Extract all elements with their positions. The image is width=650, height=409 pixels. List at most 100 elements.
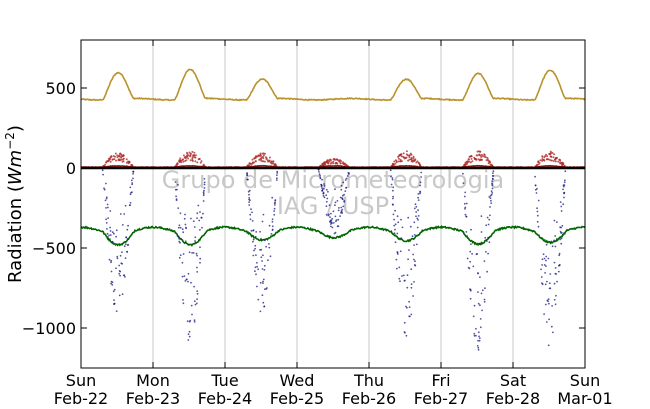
navy-point <box>408 306 411 308</box>
navy-point <box>101 169 104 172</box>
navy-point <box>181 261 184 264</box>
navy-point <box>543 264 546 266</box>
navy-point <box>479 276 481 278</box>
navy-point <box>407 216 410 219</box>
navy-point <box>413 221 416 224</box>
navy-point <box>470 243 472 246</box>
navy-point <box>271 225 274 228</box>
navy-point <box>337 209 340 212</box>
navy-point <box>321 187 323 190</box>
navy-point <box>545 321 548 323</box>
navy-point <box>181 228 184 231</box>
navy-point <box>415 243 418 246</box>
navy-point <box>184 280 187 282</box>
navy-point <box>416 226 419 229</box>
navy-point <box>392 186 395 189</box>
navy-point <box>186 320 189 323</box>
navy-point <box>549 273 552 275</box>
navy-point <box>396 267 398 270</box>
red-point <box>541 158 544 160</box>
navy-point <box>323 183 325 185</box>
navy-point <box>105 222 108 224</box>
red-point <box>539 159 542 162</box>
navy-point <box>115 229 118 232</box>
red-point <box>182 154 185 157</box>
navy-point <box>249 199 251 202</box>
navy-point <box>273 202 276 205</box>
navy-point <box>398 266 401 269</box>
navy-point <box>177 183 179 186</box>
navy-point <box>276 172 279 174</box>
navy-point <box>116 255 119 258</box>
y-axis-label: Radiation (Wm−2) <box>3 125 26 283</box>
navy-point <box>541 264 543 266</box>
navy-point <box>263 264 266 267</box>
navy-point <box>102 173 104 176</box>
red-point <box>393 160 396 163</box>
navy-point <box>487 236 489 239</box>
red-point <box>477 158 480 161</box>
navy-point <box>126 251 129 253</box>
navy-point <box>105 207 107 209</box>
navy-point <box>184 240 187 243</box>
navy-point <box>401 275 403 277</box>
navy-point <box>203 183 206 186</box>
navy-point <box>262 301 265 304</box>
navy-point <box>345 177 348 180</box>
navy-point <box>463 202 466 205</box>
red-point <box>480 156 483 158</box>
navy-point <box>188 335 191 338</box>
navy-point <box>551 245 554 248</box>
navy-point <box>556 280 558 283</box>
navy-point <box>558 252 561 255</box>
navy-point <box>415 211 418 213</box>
navy-point <box>464 207 466 210</box>
navy-point <box>541 258 544 261</box>
navy-point <box>322 195 325 197</box>
navy-point <box>131 183 134 186</box>
watermark-line-1: Grupo de Micrometeorologia <box>162 166 504 194</box>
navy-point <box>256 285 258 288</box>
navy-point <box>478 335 480 338</box>
navy-point <box>413 258 415 261</box>
navy-point <box>394 223 397 226</box>
navy-point <box>563 192 565 195</box>
navy-point <box>123 245 126 248</box>
navy-point <box>190 304 193 307</box>
navy-point <box>413 264 416 266</box>
red-point <box>117 159 120 161</box>
navy-point <box>261 268 264 270</box>
navy-point <box>492 170 495 173</box>
navy-point <box>261 220 264 223</box>
navy-point <box>115 310 118 312</box>
navy-point <box>109 230 112 232</box>
red-point <box>196 161 199 164</box>
red-point <box>253 157 256 160</box>
navy-point <box>267 259 269 262</box>
navy-point <box>537 199 540 202</box>
navy-point <box>263 305 266 308</box>
navy-point <box>329 223 332 225</box>
red-point <box>122 157 125 160</box>
navy-point <box>106 232 109 235</box>
x-tick-label-date-4: Feb-26 <box>342 389 396 408</box>
navy-point <box>119 254 122 257</box>
navy-point <box>562 188 564 191</box>
red-point <box>554 158 557 161</box>
navy-point <box>109 234 112 236</box>
navy-point <box>321 189 323 192</box>
navy-point <box>251 220 254 222</box>
navy-point <box>325 213 328 216</box>
navy-point <box>551 305 553 307</box>
navy-point <box>263 239 266 242</box>
navy-point <box>327 214 330 217</box>
watermark-line-2: IAG / USP <box>277 192 389 220</box>
red-point <box>258 158 261 161</box>
navy-point <box>321 178 323 181</box>
navy-point <box>247 190 250 193</box>
navy-point <box>412 295 414 297</box>
red-point <box>482 155 485 158</box>
navy-point <box>554 235 557 237</box>
navy-point <box>257 298 260 301</box>
navy-point <box>106 228 108 230</box>
